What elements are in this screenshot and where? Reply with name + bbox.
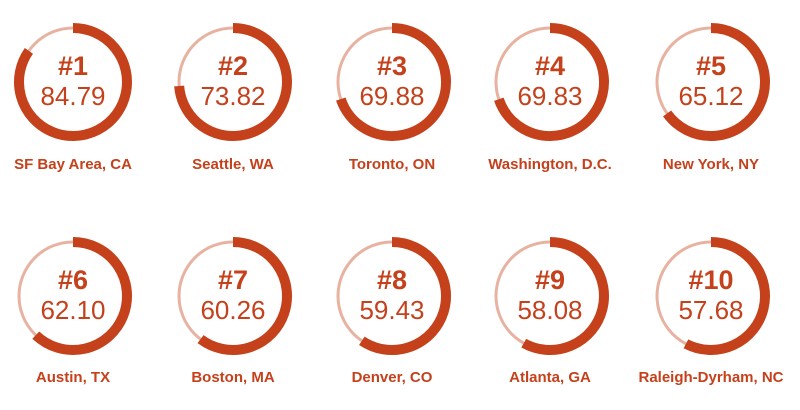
- gauge-arc: [663, 23, 770, 141]
- value-label: 62.10: [40, 295, 105, 325]
- city-label: Austin, TX: [36, 369, 110, 386]
- city-label: New York, NY: [663, 156, 759, 173]
- value-label: 58.08: [517, 295, 582, 325]
- value-label: 60.26: [200, 295, 265, 325]
- gauge-arc: [494, 23, 609, 141]
- city-label: Raleigh-Dyrham, NC: [638, 369, 783, 386]
- city-label: Seattle, WA: [192, 156, 274, 173]
- value-label: 65.12: [678, 81, 743, 111]
- city-label: Denver, CO: [352, 369, 433, 386]
- gauge-arc: [359, 237, 451, 355]
- rank-label: #9: [535, 265, 565, 295]
- rank-label: #2: [218, 51, 248, 81]
- rank-label: #10: [688, 265, 733, 295]
- value-label: 59.43: [359, 295, 424, 325]
- rank-label: #6: [58, 265, 88, 295]
- city-label: Toronto, ON: [349, 156, 435, 173]
- city-label: Washington, D.C.: [488, 156, 612, 173]
- gauge-arc: [521, 237, 609, 355]
- value-label: 57.68: [678, 295, 743, 325]
- rank-label: #3: [377, 51, 407, 81]
- city-label: SF Bay Area, CA: [14, 156, 132, 173]
- city-label: Atlanta, GA: [509, 369, 591, 386]
- value-label: 73.82: [200, 81, 265, 111]
- gauge-arc: [174, 23, 292, 141]
- rank-label: #5: [696, 51, 726, 81]
- gauge-arc: [32, 237, 132, 355]
- city-label: Boston, MA: [191, 369, 274, 386]
- value-label: 69.83: [517, 81, 582, 111]
- value-label: 69.88: [359, 81, 424, 111]
- gauge-arc: [14, 23, 132, 141]
- rank-label: #1: [58, 51, 88, 81]
- gauge-arc: [336, 23, 451, 141]
- rank-label: #4: [535, 51, 565, 81]
- rank-label: #8: [377, 265, 407, 295]
- value-label: 84.79: [40, 81, 105, 111]
- gauge-arc: [197, 237, 292, 355]
- gauge-arc: [683, 237, 770, 355]
- rank-label: #7: [218, 265, 248, 295]
